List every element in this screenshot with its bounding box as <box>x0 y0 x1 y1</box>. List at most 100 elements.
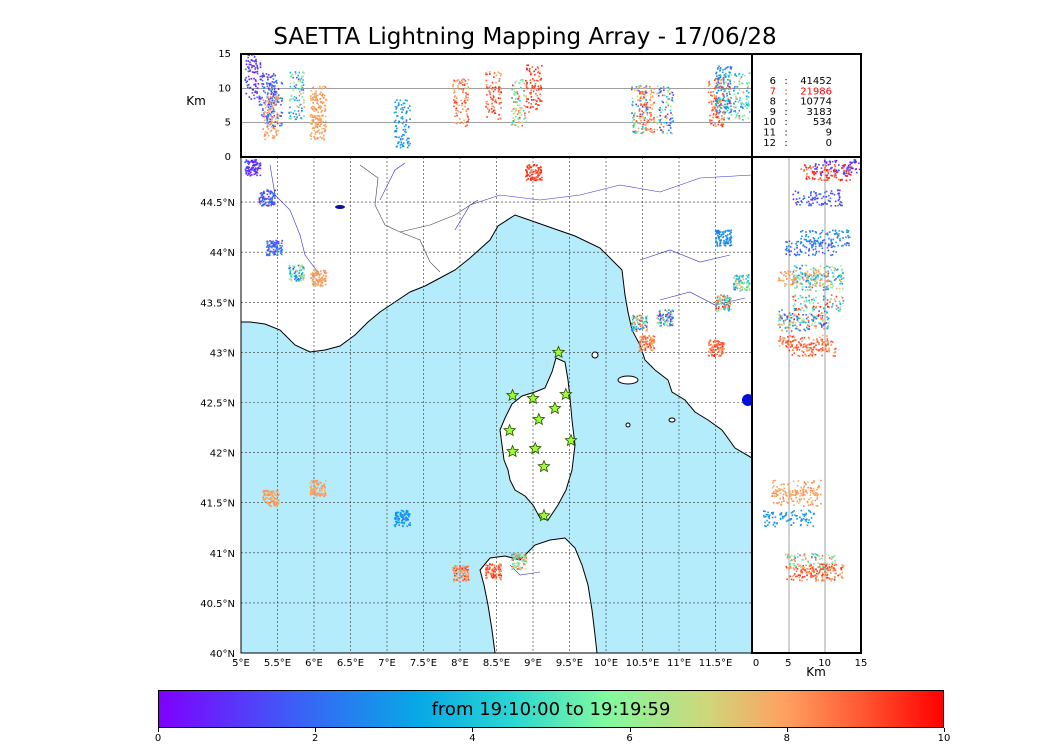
lightning-source <box>733 285 735 287</box>
lightning-source <box>837 275 840 278</box>
lightning-source <box>722 97 725 100</box>
lightning-source <box>486 116 488 118</box>
lightning-source <box>812 320 814 322</box>
lightning-source <box>810 191 813 193</box>
lightning-source <box>805 520 808 523</box>
lightning-source <box>831 555 833 558</box>
lightning-source <box>821 312 824 314</box>
lightning-source <box>800 570 802 573</box>
lightning-source <box>742 119 744 121</box>
lightning-source <box>265 497 267 499</box>
lightning-source <box>714 309 717 311</box>
lightning-source <box>827 170 829 173</box>
lightning-source <box>249 169 252 171</box>
lightning-source <box>486 94 488 96</box>
lightning-source <box>659 314 662 317</box>
lightning-source <box>716 299 718 302</box>
lightning-source <box>863 166 865 168</box>
lightning-source <box>514 92 517 94</box>
lightning-source <box>265 73 268 75</box>
lightning-source <box>633 124 636 126</box>
lightning-source <box>319 107 322 110</box>
lightning-source <box>491 572 493 575</box>
lightning-source <box>724 111 727 114</box>
lightning-source <box>801 558 803 561</box>
lightning-source <box>524 117 527 119</box>
lightning-source <box>651 107 654 110</box>
lightning-source <box>254 160 257 162</box>
lightning-source <box>248 51 250 53</box>
lightning-source <box>464 567 467 570</box>
lightning-source <box>793 269 795 272</box>
lightning-source <box>829 163 831 165</box>
lightning-source <box>489 96 492 99</box>
lightning-source <box>821 576 824 579</box>
lightning-source <box>841 297 844 299</box>
lightning-source <box>294 278 296 281</box>
lightning-source <box>661 109 664 111</box>
lightning-source <box>321 131 323 134</box>
lightning-source <box>272 78 275 80</box>
lightning-source <box>803 245 806 248</box>
lightning-source <box>467 577 469 579</box>
lightning-source <box>525 168 528 171</box>
lightning-source <box>254 167 257 170</box>
lightning-source <box>462 89 465 92</box>
lightning-source <box>292 267 295 270</box>
lightning-source <box>711 345 714 347</box>
lightning-source <box>839 204 842 207</box>
lightning-source <box>818 571 821 574</box>
lightning-source <box>823 579 825 582</box>
lightning-source <box>800 273 802 275</box>
lightning-source <box>840 269 843 272</box>
lightning-source <box>845 172 848 175</box>
lightning-source <box>294 87 297 89</box>
lightning-source <box>530 91 532 94</box>
lightning-source <box>795 345 798 348</box>
lightning-source <box>802 576 804 578</box>
lightning-source <box>280 100 283 102</box>
lightning-source <box>713 343 716 346</box>
lightning-source <box>254 59 256 62</box>
lightning-source <box>850 171 853 174</box>
lightning-source <box>714 123 717 125</box>
lightning-source <box>259 164 262 167</box>
lightning-source <box>788 326 791 329</box>
lightning-source <box>266 109 269 112</box>
lightning-source <box>318 488 321 490</box>
lightning-source <box>266 490 268 493</box>
lightning-source <box>317 280 319 283</box>
lightning-source <box>659 319 662 321</box>
lightning-source <box>717 79 719 82</box>
lightning-source <box>513 93 516 95</box>
lightning-source <box>672 322 674 325</box>
lightning-source <box>715 108 718 111</box>
lightning-source <box>729 297 731 299</box>
lightning-source <box>816 239 819 242</box>
lightning-source <box>263 203 266 205</box>
lightning-source <box>294 277 297 279</box>
lightning-source <box>821 343 824 346</box>
lightning-source <box>517 111 520 114</box>
lightning-source <box>824 568 826 571</box>
lightning-source <box>513 566 516 568</box>
lightning-source <box>793 276 795 279</box>
lightning-source <box>717 340 719 342</box>
lightning-source <box>313 491 316 494</box>
lightning-source <box>764 510 766 513</box>
lightning-source <box>722 231 725 233</box>
lightning-source <box>818 245 821 247</box>
lightning-source <box>800 168 803 170</box>
lightning-source <box>637 322 640 324</box>
lightning-source <box>801 571 803 573</box>
lightning-source <box>408 125 410 128</box>
lightning-source <box>256 91 258 93</box>
lightning-source <box>827 554 830 557</box>
lightning-source <box>809 281 812 284</box>
lightning-source <box>663 121 666 124</box>
lightning-source <box>790 279 793 281</box>
lightning-source <box>494 567 497 570</box>
lightning-source <box>529 82 532 84</box>
lightning-source <box>724 305 726 308</box>
lightning-source <box>270 129 273 132</box>
